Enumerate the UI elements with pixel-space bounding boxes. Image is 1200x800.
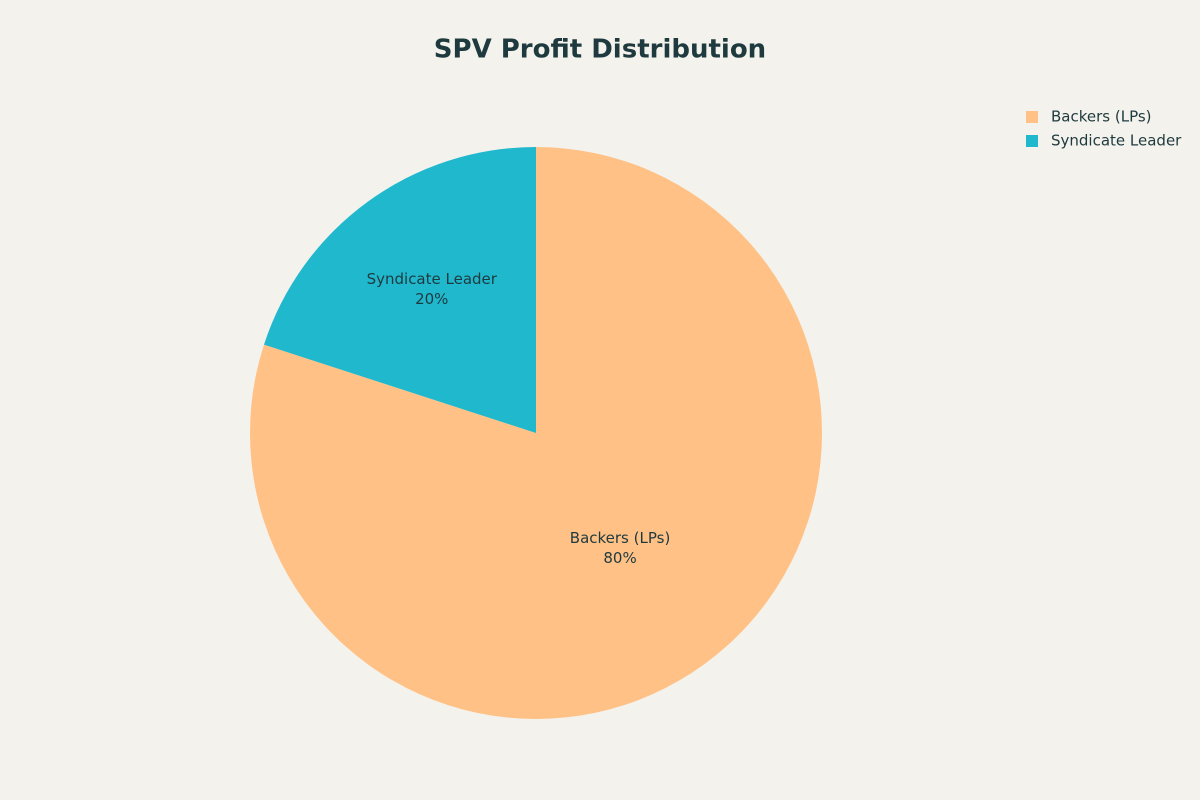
legend-swatch — [1026, 135, 1038, 147]
chart-title: SPV Profit Distribution — [434, 35, 766, 65]
slice-value-label: 80% — [603, 549, 636, 567]
pie-slice — [263, 147, 536, 433]
slice-value-label: 20% — [415, 290, 448, 308]
slice-label: Syndicate Leader — [367, 270, 498, 288]
legend-swatch — [1026, 111, 1038, 123]
legend-label: Backers (LPs) — [1051, 108, 1152, 126]
legend-label: Syndicate Leader — [1051, 132, 1182, 150]
slice-label: Backers (LPs) — [570, 529, 671, 547]
